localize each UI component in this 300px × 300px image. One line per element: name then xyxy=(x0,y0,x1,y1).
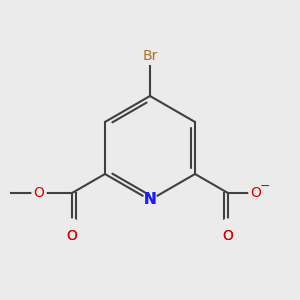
Circle shape xyxy=(143,193,157,207)
Circle shape xyxy=(65,219,79,233)
Text: O: O xyxy=(67,229,77,243)
Text: −: − xyxy=(260,179,270,193)
Text: Br: Br xyxy=(142,49,158,63)
Text: O: O xyxy=(67,229,77,243)
Text: N: N xyxy=(144,193,156,208)
Circle shape xyxy=(221,219,235,233)
Text: O: O xyxy=(223,229,233,243)
Text: O: O xyxy=(223,229,233,243)
Text: N: N xyxy=(144,193,156,208)
Text: O: O xyxy=(34,186,44,200)
Circle shape xyxy=(249,186,263,200)
Circle shape xyxy=(32,186,46,200)
Text: O: O xyxy=(250,186,261,200)
